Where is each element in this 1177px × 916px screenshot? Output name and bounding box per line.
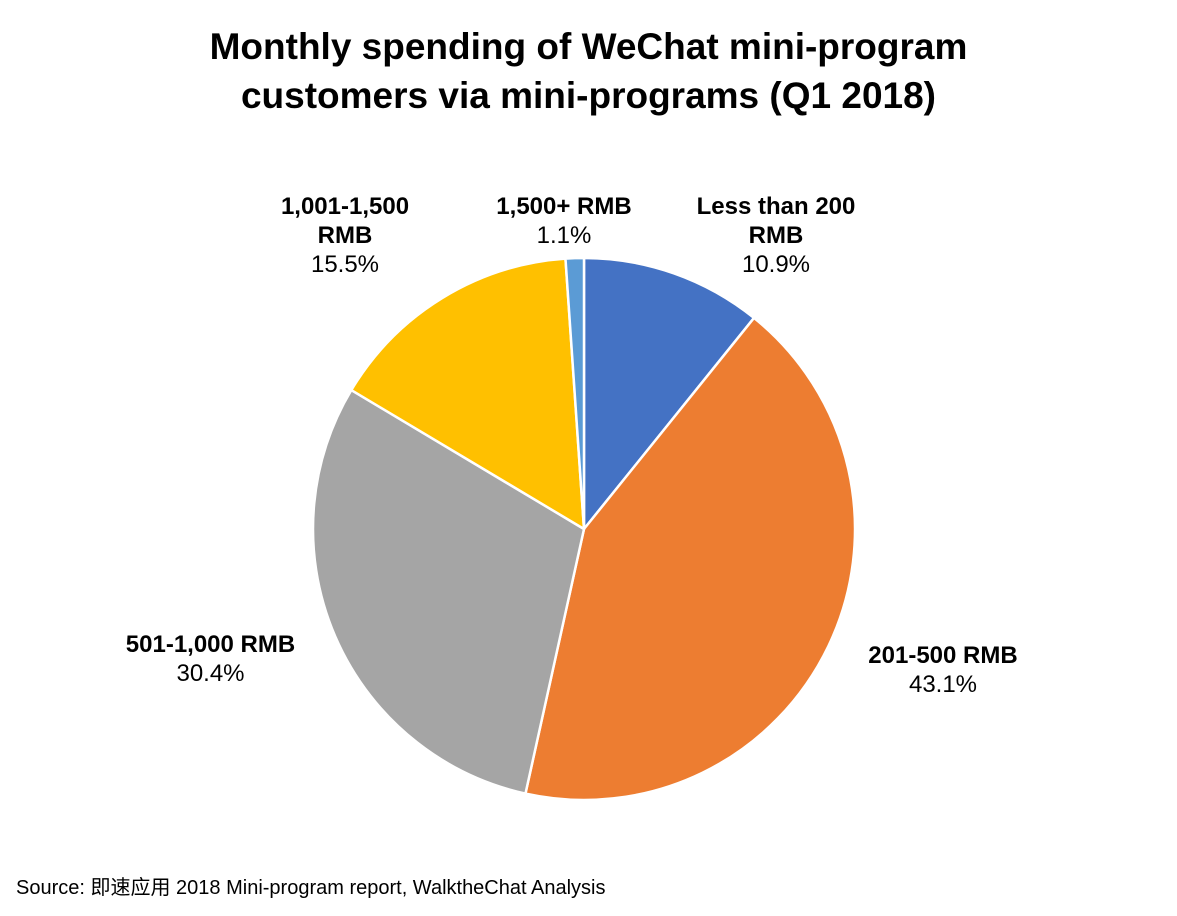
pie-slice-3 <box>350 257 586 531</box>
slice-name-1001-1500-line-1: 1,001-1,500 <box>280 193 410 220</box>
chart-title-line-2: customers via mini-programs (Q1 2018) <box>240 75 937 116</box>
slice-value-1500-plus: 1.1% <box>536 222 592 249</box>
slice-name-201-500: 201-500 RMB <box>868 642 1018 669</box>
slice-label-501-1000: 501-1,000 RMB 30.4% <box>88 630 333 688</box>
slice-value-201-500: 43.1% <box>908 671 978 698</box>
pie-slice-0 <box>582 256 756 531</box>
source-note: Source: 即速应用 2018 Mini-program report, W… <box>16 877 606 899</box>
slice-value-1001-1500: 15.5% <box>310 251 380 278</box>
slice-value-less-than-200: 10.9% <box>741 251 811 278</box>
slice-value-501-1000: 30.4% <box>176 660 245 687</box>
chart-title-line-1: Monthly spending of WeChat mini-program <box>209 26 968 67</box>
slice-name-1500-plus: 1,500+ RMB <box>496 193 632 220</box>
pie-slice-2 <box>311 388 586 795</box>
slice-name-less-than-200-line-1: Less than 200 <box>696 193 856 220</box>
pie-slices <box>311 256 857 802</box>
slice-label-201-500: 201-500 RMB 43.1% <box>826 641 1060 699</box>
slice-label-less-than-200: Less than 200 RMB 10.9% <box>671 192 881 279</box>
pie-slice-4 <box>564 256 586 531</box>
chart-title: Monthly spending of WeChat mini-program … <box>0 22 1177 120</box>
slice-label-1500-plus: 1,500+ RMB 1.1% <box>464 192 664 250</box>
slice-name-less-than-200-line-2: RMB <box>748 222 804 249</box>
slice-name-501-1000: 501-1,000 RMB <box>125 631 296 658</box>
slice-name-1001-1500-line-2: RMB <box>317 222 373 249</box>
pie-slice-1 <box>524 316 857 802</box>
slice-label-1001-1500: 1,001-1,500 RMB 15.5% <box>240 192 450 279</box>
